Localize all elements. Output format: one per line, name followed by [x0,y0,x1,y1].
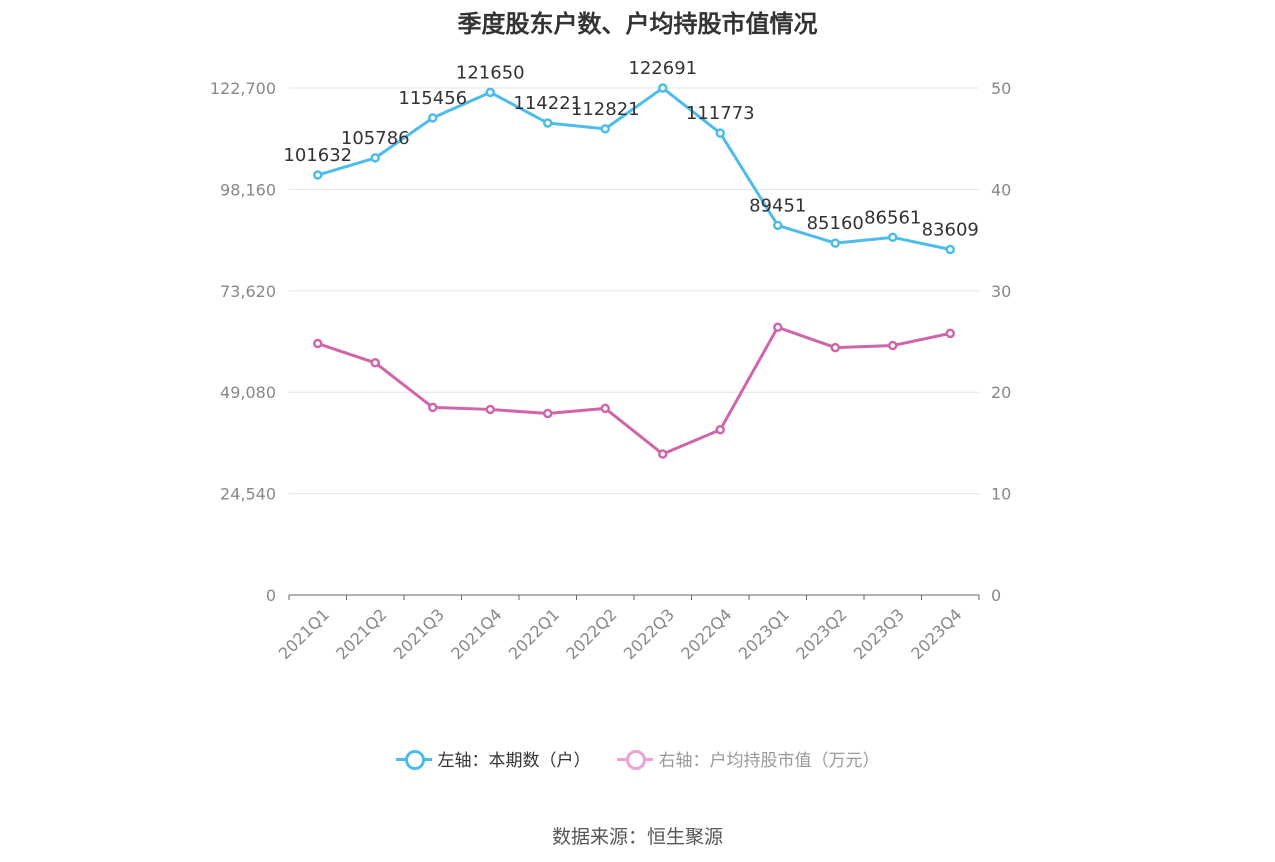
data-point-right [715,424,725,435]
left-axis: 0 24,540 49,080 73,620 98,160 122,700 [210,79,276,605]
data-label: 85160 [807,213,864,234]
data-point-right [888,340,898,351]
left-tick-label: 24,540 [220,485,276,504]
right-tick-label: 40 [991,180,1011,199]
right-tick-label: 10 [991,485,1011,504]
data-point-left [543,118,553,128]
data-point-left [888,232,898,243]
data-label: 111773 [686,103,755,124]
data-label: 112821 [571,99,640,120]
data-point-left [600,124,610,134]
data-point-left [370,153,380,163]
right-tick-label: 20 [991,383,1011,402]
data-point-left [428,113,438,123]
x-tick-label: 2021Q3 [390,605,448,663]
data-point-right [945,328,955,339]
data-label: 105786 [341,128,410,149]
data-label: 121650 [456,62,525,83]
legend-swatch-left [395,749,432,770]
data-label: 122691 [628,58,697,79]
left-tick-label: 73,620 [220,282,276,301]
legend-label-right: 右轴：户均持股市值（万元） [658,751,880,771]
data-point-left [830,238,840,248]
data-point-right [773,322,783,333]
data-label: 115456 [398,88,467,109]
data-point-left [485,87,495,98]
x-tick-label: 2022Q4 [677,605,735,663]
grid-lines [289,87,979,495]
data-point-left [313,170,323,180]
data-point-right [830,342,840,353]
chart-title: 季度股东户数、户均持股市值情况 [457,10,818,38]
data-label: 114221 [513,93,582,114]
data-point-right [658,449,668,459]
data-point-left [715,128,725,138]
series-line-left [317,86,951,251]
series-layer [313,83,955,459]
data-point-right [370,358,380,368]
data-point-left [773,220,783,231]
data-point-right [428,402,438,413]
x-tick-label: 2021Q4 [447,605,505,663]
x-tick-label: 2022Q1 [505,605,563,663]
data-label: 101632 [283,145,352,166]
left-tick-label: 98,160 [220,180,276,199]
data-point-right [600,403,610,414]
x-tick-label: 2023Q3 [850,605,908,663]
x-tick-label: 2021Q2 [332,605,390,663]
right-tick-label: 50 [991,79,1011,98]
legend-item-right[interactable]: 右轴：户均持股市值（万元） [616,746,880,771]
data-point-left [945,244,955,255]
data-point-right [313,338,323,349]
data-point-left [658,83,668,93]
right-tick-label: 0 [991,586,1001,605]
x-tick-label: 2021Q1 [275,605,333,663]
legend: 左轴：本期数（户） 右轴：户均持股市值（万元） [0,746,1275,771]
x-tick-label: 2023Q2 [792,605,850,663]
series-line-right [317,325,951,456]
source-note: 数据来源：恒生聚源 [551,826,723,848]
x-tick-label: 2022Q3 [620,605,678,663]
data-label: 86561 [864,207,921,228]
right-axis: 0 10 20 30 40 50 [991,79,1011,605]
left-tick-label: 49,080 [220,383,276,402]
x-tick-label: 2023Q4 [907,605,965,663]
data-point-right [485,404,495,415]
legend-label-left: 左轴：本期数（户） [437,751,591,771]
left-tick-label: 0 [266,586,276,605]
left-tick-label: 122,700 [210,79,276,98]
x-axis: 2021Q1 2021Q2 2021Q3 2021Q4 2022Q1 2022Q2 2022… [275,594,980,663]
x-tick-label: 2022Q2 [562,605,620,663]
data-label: 83609 [922,220,979,241]
data-point-right [543,408,553,419]
data-label: 89451 [749,195,806,216]
legend-swatch-right [616,749,653,770]
right-tick-label: 30 [991,282,1011,301]
legend-item-left[interactable]: 左轴：本期数（户） [395,746,591,771]
x-tick-label: 2023Q1 [735,605,793,663]
